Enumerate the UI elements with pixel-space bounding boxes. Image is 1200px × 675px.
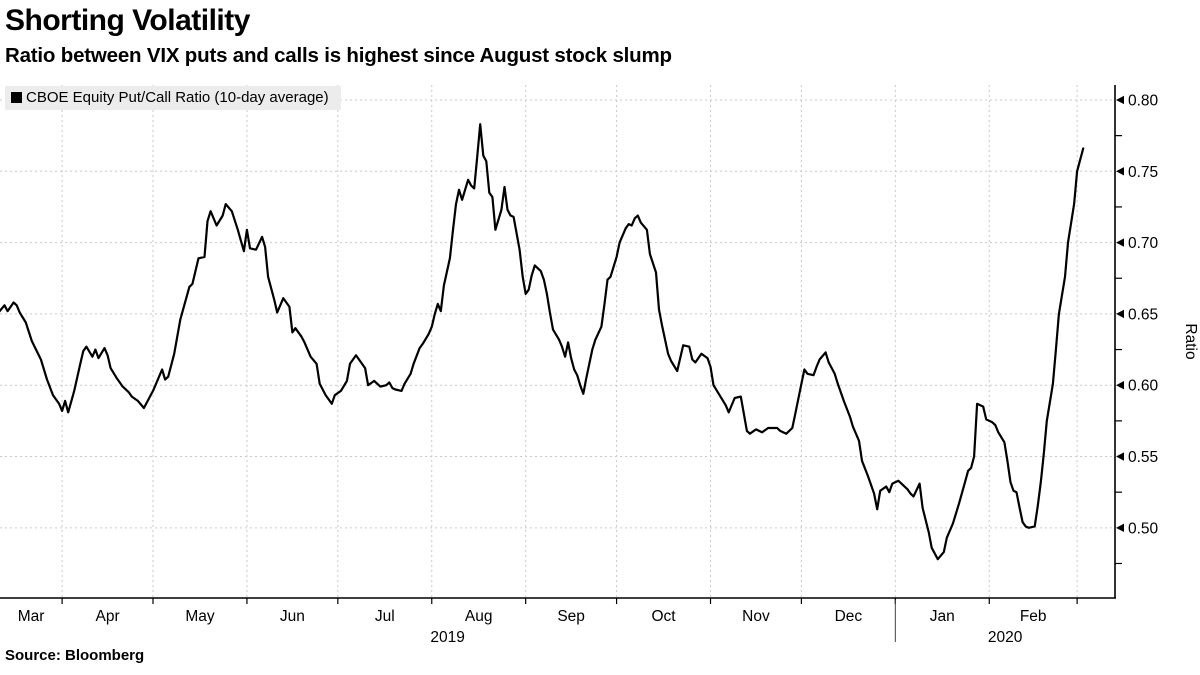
- x-axis: Mar Apr May Jun Jul Aug Sep Oct Nov Dec Jan Feb 2019…: [0, 597, 1116, 646]
- series-line: [0, 123, 1085, 561]
- x-tick-label: Oct: [651, 608, 676, 625]
- y-tick-arrow-icon: [1116, 167, 1124, 176]
- x-tick-label: May: [185, 608, 215, 625]
- y-tick-arrow-icon: [1116, 309, 1124, 319]
- x-tick-label: Jun: [280, 608, 305, 625]
- x-tick-label: Mar: [18, 608, 45, 625]
- y-tick-label: 0.75: [1128, 164, 1158, 181]
- year-label: 2020: [988, 629, 1023, 646]
- legend-label: CBOE Equity Put/Call Ratio (10-day avera…: [26, 89, 329, 106]
- x-tick-label: Dec: [835, 608, 863, 625]
- x-tick-label: Nov: [742, 608, 770, 625]
- source-note: Source: Bloomberg: [5, 647, 145, 664]
- series-path: [0, 123, 1085, 561]
- x-tick-label: Feb: [1020, 608, 1047, 625]
- y-tick-label: 0.70: [1128, 235, 1159, 252]
- legend: CBOE Equity Put/Call Ratio (10-day avera…: [5, 86, 341, 110]
- x-tick-label: Jan: [930, 608, 955, 625]
- gridlines: [0, 85, 1115, 598]
- y-tick-arrow-icon: [1116, 523, 1124, 533]
- y-tick-label: 0.60: [1128, 378, 1159, 395]
- y-tick-label: 0.80: [1128, 92, 1159, 109]
- y-axis: 0.50 0.55 0.60 0.65 0.70 0.75 0.80 Ratio: [1114, 85, 1199, 598]
- x-tick-label: Apr: [95, 608, 119, 625]
- y-tick-arrow-icon: [1116, 95, 1124, 105]
- y-tick-label: 0.65: [1128, 306, 1158, 323]
- y-tick-label: 0.55: [1128, 449, 1158, 466]
- page-title: Shorting Volatility: [5, 4, 250, 37]
- y-tick-arrow-icon: [1116, 452, 1124, 461]
- x-tick-label: Jul: [375, 608, 395, 625]
- year-label: 2019: [430, 629, 464, 646]
- x-tick-label: Aug: [465, 608, 493, 625]
- y-tick-arrow-icon: [1116, 381, 1124, 390]
- legend-swatch-icon: [11, 92, 22, 103]
- y-axis-title: Ratio: [1182, 323, 1199, 359]
- page-subtitle: Ratio between VIX puts and calls is high…: [5, 44, 672, 67]
- x-tick-label: Sep: [557, 608, 585, 625]
- y-tick-arrow-icon: [1116, 238, 1124, 247]
- y-tick-label: 0.50: [1128, 520, 1159, 537]
